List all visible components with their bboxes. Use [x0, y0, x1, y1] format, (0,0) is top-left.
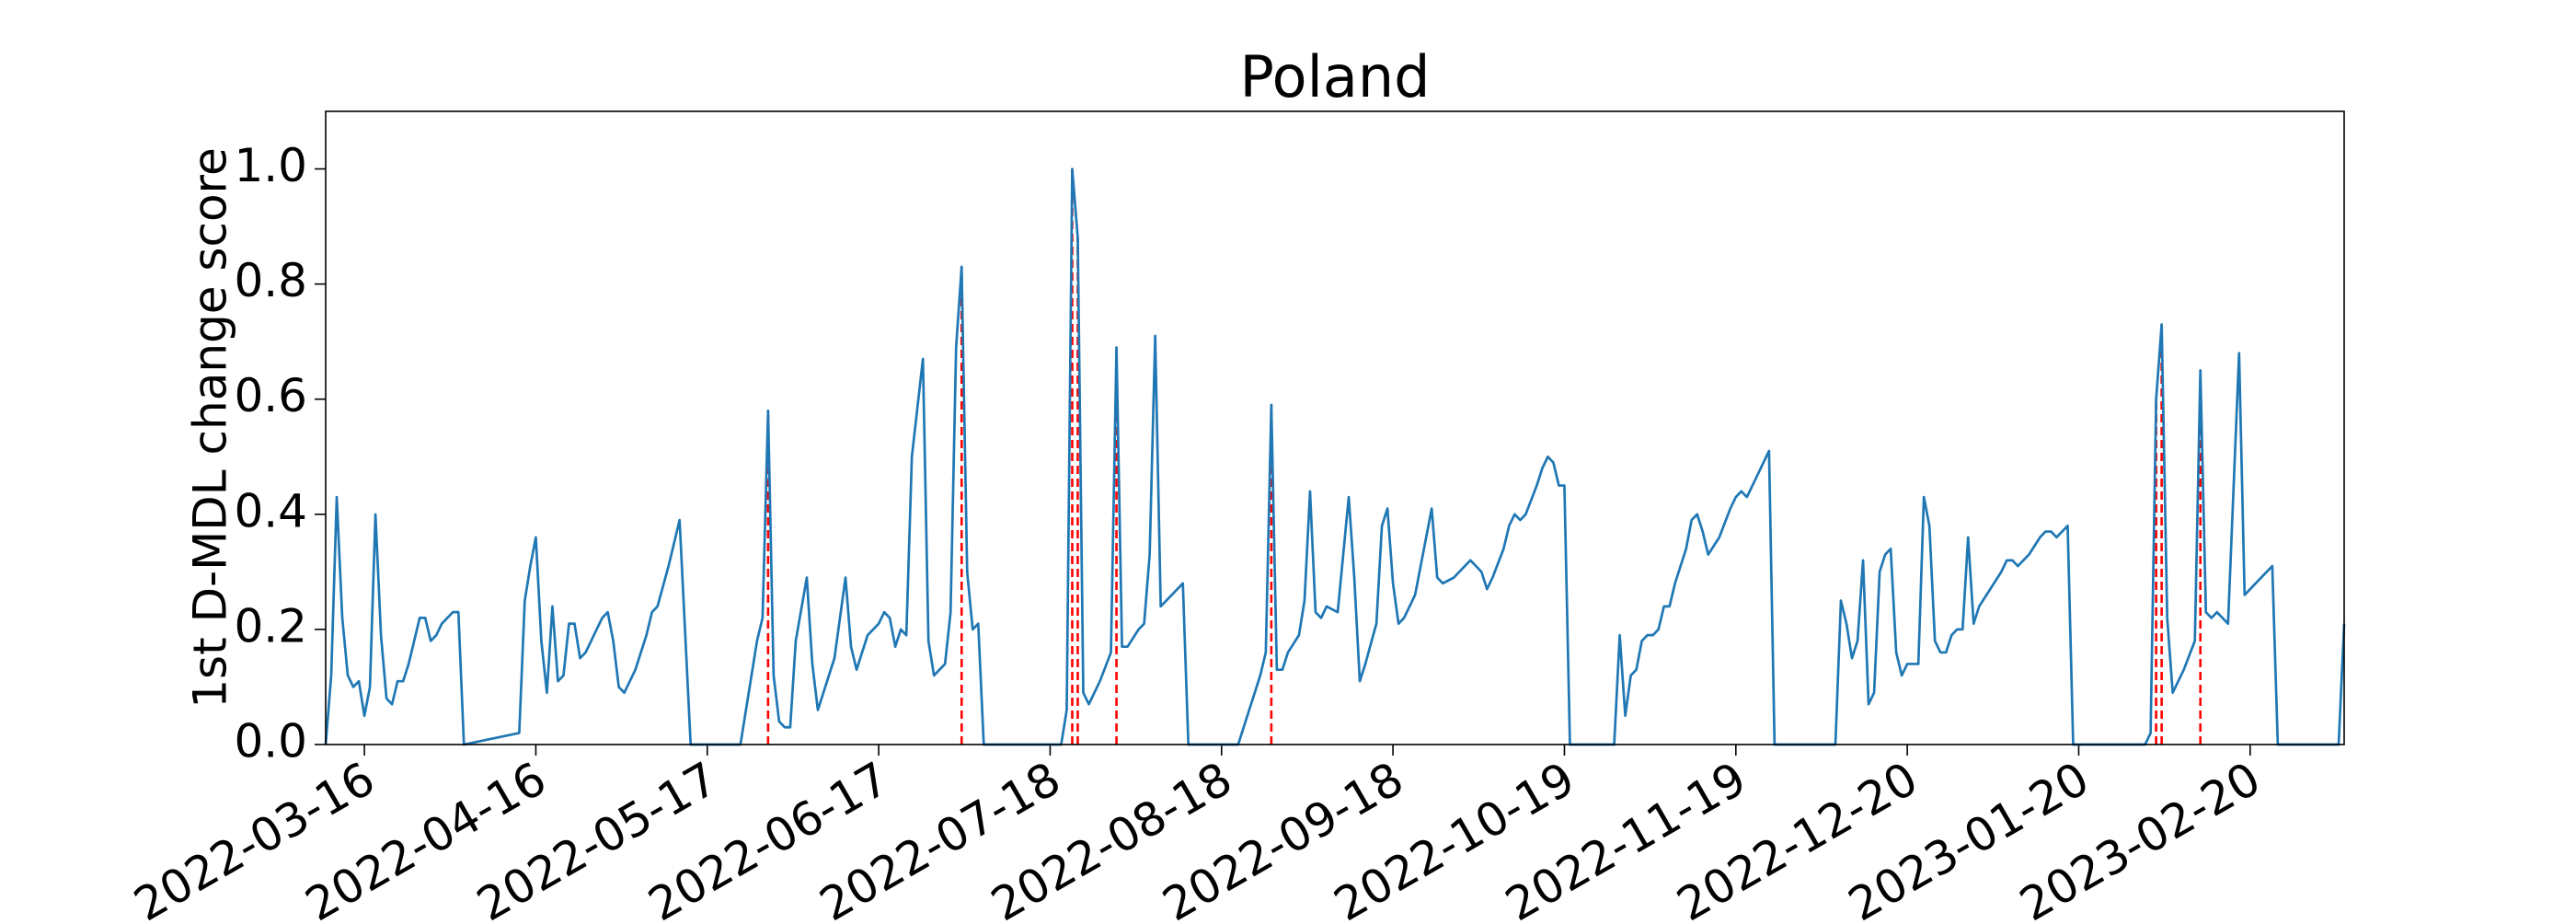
y-axis-label: 1st D-MDL change score	[184, 147, 237, 709]
y-tick-label: 0.6	[234, 369, 307, 422]
y-tick-label: 0.8	[234, 254, 307, 307]
y-tick-label: 0.0	[234, 715, 307, 768]
data-line	[324, 167, 2346, 746]
chart-title: Poland	[1240, 43, 1431, 110]
y-tick-label: 0.4	[234, 484, 307, 537]
y-tick-label: 0.2	[234, 599, 307, 653]
y-tick-label: 1.0	[234, 139, 307, 192]
plot-frame	[325, 110, 2345, 745]
